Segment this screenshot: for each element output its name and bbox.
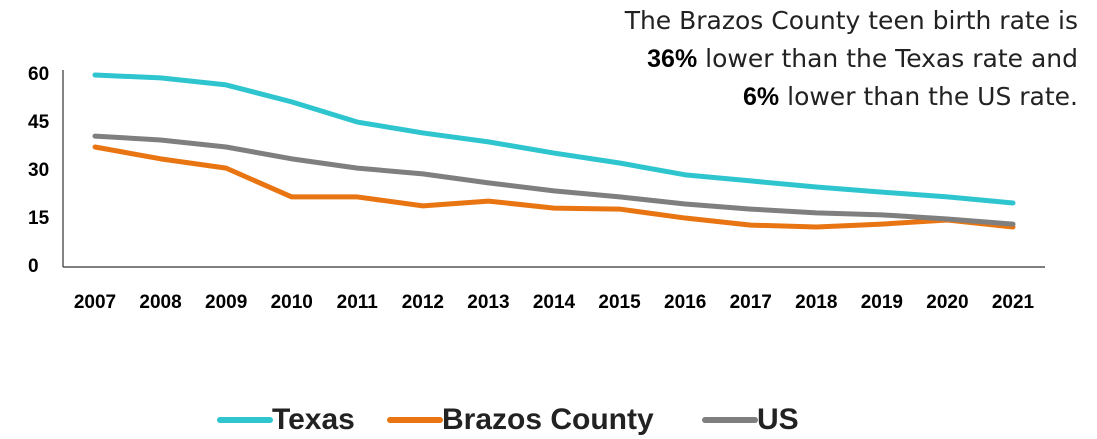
x-tick-label: 2015 <box>598 292 641 313</box>
annotation-text: lower than the US rate. <box>779 82 1078 111</box>
series-line <box>92 144 1016 230</box>
y-tick-label: 60 <box>28 64 49 85</box>
x-tick-label: 2017 <box>730 292 772 313</box>
series-line <box>92 133 1016 227</box>
legend-label: Brazos County <box>442 403 654 436</box>
legend-label: Texas <box>272 403 355 436</box>
legend-label: US <box>757 403 799 436</box>
annotation-text: 6% <box>743 83 779 111</box>
x-tick-label: 2010 <box>271 292 313 313</box>
x-tick-label: 2019 <box>861 292 903 313</box>
annotation-line: The Brazos County teen birth rate is <box>624 6 1078 35</box>
x-tick-label: 2009 <box>205 292 247 313</box>
annotation-text: lower than the Texas rate and <box>697 44 1078 73</box>
annotation-text: 36% <box>647 45 697 73</box>
annotation-line: 36% lower than the Texas rate and <box>647 44 1078 73</box>
y-tick-label: 15 <box>28 208 50 229</box>
x-tick-label: 2014 <box>533 292 576 313</box>
x-tick-label: 2020 <box>926 292 968 313</box>
x-tick-label: 2012 <box>402 292 444 313</box>
x-tick-label: 2008 <box>139 292 181 313</box>
x-tick-label: 2016 <box>664 292 706 313</box>
y-tick-label: 0 <box>28 256 39 277</box>
x-tick-label: 2007 <box>74 292 116 313</box>
x-tick-label: 2011 <box>337 292 379 313</box>
annotation-text: The Brazos County teen birth rate is <box>624 6 1078 35</box>
x-tick-label: 2021 <box>992 292 1035 313</box>
annotation-line: 6% lower than the US rate. <box>743 82 1078 111</box>
x-tick-label: 2018 <box>795 292 837 313</box>
series-line <box>92 72 1016 206</box>
x-tick-label: 2013 <box>467 292 509 313</box>
y-tick-label: 30 <box>28 160 49 181</box>
y-tick-label: 45 <box>28 112 50 133</box>
